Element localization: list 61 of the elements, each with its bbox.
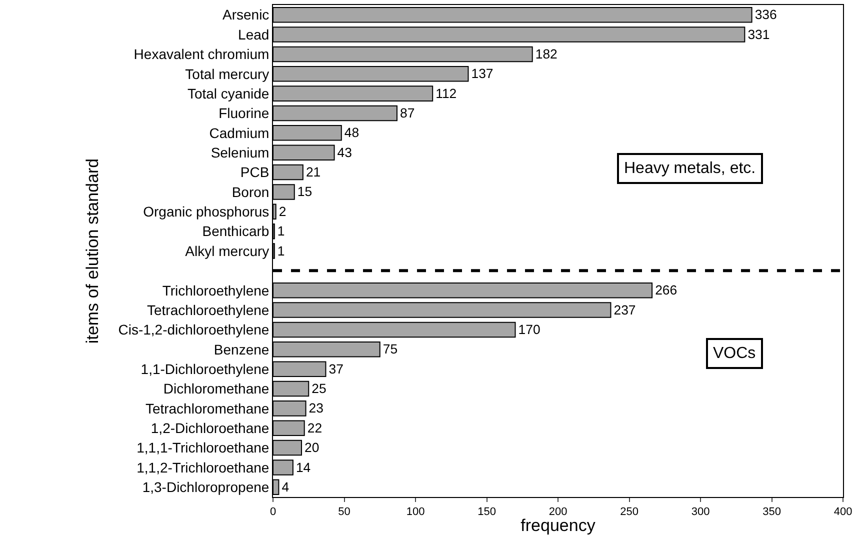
annotation: Heavy metals, etc. [624, 160, 756, 177]
y-tick-label: Benzene [214, 341, 270, 358]
x-tick-label: 50 [338, 506, 350, 518]
y-tick-label: Cis-1,2-dichloroethylene [118, 322, 270, 338]
data-label: 4 [282, 479, 290, 494]
data-label: 14 [296, 460, 311, 475]
data-label: 336 [754, 7, 777, 22]
y-tick-label: 1,2-Dichloroethane [150, 420, 270, 436]
x-tick-label: 400 [834, 506, 852, 518]
y-tick-label: Lead [238, 26, 270, 42]
data-label: 15 [297, 184, 312, 200]
x-axis-title: frequency [520, 516, 596, 535]
x-tick-label: 350 [762, 506, 781, 518]
data-label: 20 [304, 440, 320, 456]
x-tick-label: 250 [620, 506, 638, 518]
data-label: 37 [328, 361, 344, 376]
x-tick-label: 100 [406, 506, 425, 518]
y-tick-label: PCB [240, 164, 270, 180]
y-tick-label: Selenium [210, 144, 270, 160]
data-label: 1 [277, 224, 285, 239]
y-tick-label: Alkyl mercury [185, 242, 270, 259]
y-tick-label: Total cyanide [187, 85, 270, 102]
y-axis-title: items of elution standard [82, 158, 102, 344]
data-label: 25 [312, 381, 326, 396]
y-tick-label: Tetrachloroethylene [147, 302, 270, 318]
data-label: 48 [344, 125, 360, 140]
data-label: 237 [614, 302, 636, 318]
x-tick-label: 150 [478, 506, 496, 518]
data-label: 23 [308, 400, 324, 416]
y-tick-label: Dichloromethane [163, 380, 270, 397]
x-tick-label: 200 [548, 506, 568, 518]
annotation: VOCs [713, 345, 756, 362]
data-label: 75 [382, 342, 398, 357]
y-tick-label: Cadmium [209, 124, 270, 141]
y-tick-label: Hexavalent chromium [134, 46, 270, 62]
y-tick-label: 1,3-Dichloropropene [142, 479, 270, 496]
y-tick-label: 1,1,1-Trichloroethane [136, 440, 270, 456]
y-tick-label: Benthicarb [202, 223, 270, 240]
y-tick-label: Fluorine [218, 105, 270, 122]
data-label: 1 [277, 243, 285, 258]
data-label: 331 [748, 26, 770, 42]
y-tick-label: 1,1,2-Trichloroethane [136, 459, 270, 476]
data-label: 112 [436, 86, 457, 101]
y-tick-label: 1,1-Dichloroethylene [140, 360, 270, 377]
data-label: 182 [535, 46, 558, 62]
y-tick-label: Organic phosphorus [143, 204, 270, 220]
data-label: 2 [278, 204, 286, 219]
data-label: 43 [337, 144, 352, 160]
data-label: 170 [518, 322, 540, 337]
data-label: 87 [400, 106, 415, 121]
data-label: 266 [655, 282, 678, 298]
data-label: 21 [306, 164, 321, 180]
y-tick-label: Arsenic [222, 6, 270, 23]
data-label: 137 [471, 66, 494, 82]
y-tick-label: Trichloroethylene [162, 282, 270, 298]
y-tick-label: Boron [232, 184, 270, 200]
y-tick-label: Total mercury [185, 66, 270, 82]
x-tick-label: 0 [270, 506, 276, 518]
x-tick-label: 300 [691, 506, 710, 518]
data-label: 22 [307, 420, 322, 436]
y-tick-label: Tetrachloromethane [145, 400, 270, 416]
